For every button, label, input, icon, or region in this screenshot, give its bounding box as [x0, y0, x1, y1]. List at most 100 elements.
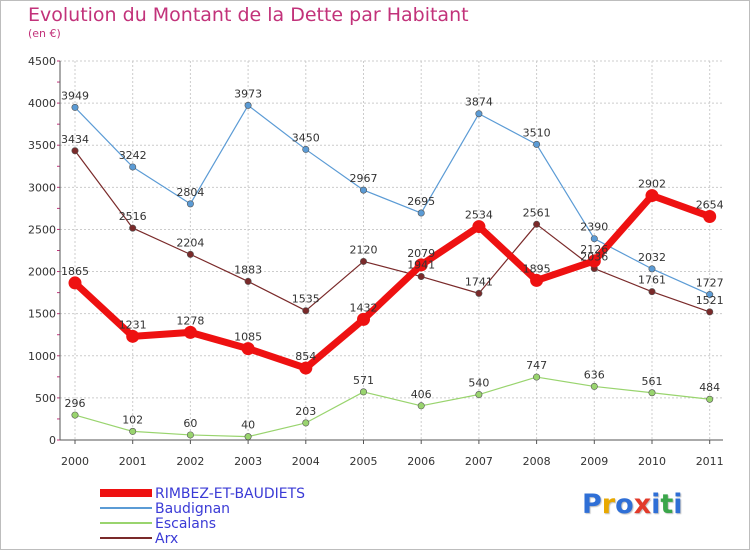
axes: 0 500 1000 1500 2000 2500 3000 3500 4000 4500 2000… [28, 55, 724, 468]
series-line-arx [74, 150, 710, 313]
point-baudignan [302, 145, 310, 153]
grid [60, 60, 723, 441]
point-escalans [417, 402, 425, 410]
point-baudignan [590, 235, 598, 243]
point-rimbez-et-baudiets [587, 254, 601, 268]
data-label-arx: 1941 [407, 259, 435, 272]
y-tick-label: 0 [49, 434, 56, 447]
data-label-escalans: 571 [353, 374, 374, 387]
proxiti-logo: Proxiti [582, 489, 683, 520]
point-rimbez-et-baudiets [703, 209, 717, 223]
data-label-baudignan: 3242 [119, 149, 147, 162]
point-arx [359, 257, 367, 265]
data-label-rimbez-et-baudiets: 2534 [465, 209, 493, 222]
point-arx [244, 277, 252, 285]
point-rimbez-et-baudiets [645, 189, 659, 203]
legend-label-arx: Arx [155, 531, 178, 547]
point-rimbez-et-baudiets [126, 329, 140, 343]
data-label-baudignan: 2967 [350, 172, 378, 185]
data-label-escalans: 540 [468, 377, 489, 390]
data-label-escalans: 406 [411, 388, 432, 401]
x-tick-label: 2000 [61, 455, 89, 468]
point-escalans [129, 427, 137, 435]
data-label-arx: 1741 [465, 275, 493, 288]
y-tick-label: 4000 [28, 97, 56, 110]
data-label-rimbez-et-baudiets: 1895 [523, 262, 551, 275]
chart-title: Evolution du Montant de la Dette par Hab… [28, 4, 469, 26]
logo-letter: i [651, 489, 661, 520]
data-label-escalans: 296 [65, 397, 86, 410]
data-label-rimbez-et-baudiets: 854 [295, 350, 316, 363]
point-arx [648, 288, 656, 296]
point-baudignan [186, 200, 194, 208]
logo-letter: i [673, 489, 683, 520]
y-tick-label: 2000 [28, 266, 56, 279]
data-label-arx: 1883 [234, 263, 262, 276]
point-baudignan [648, 265, 656, 273]
point-escalans [71, 411, 79, 419]
point-baudignan [417, 209, 425, 217]
data-label-baudignan: 2695 [407, 195, 435, 208]
logo-letter: o [615, 489, 634, 520]
point-baudignan [359, 186, 367, 194]
point-escalans [302, 419, 310, 427]
series-lines [68, 101, 717, 441]
x-tick-label: 2002 [176, 455, 204, 468]
point-rimbez-et-baudiets [530, 273, 544, 287]
y-tick-label: 1500 [28, 308, 56, 321]
y-tick-label: 2500 [28, 223, 56, 236]
point-escalans [186, 431, 194, 439]
point-arx [706, 308, 714, 316]
logo-letter: t [660, 489, 674, 520]
data-label-rimbez-et-baudiets: 2654 [696, 198, 724, 211]
point-rimbez-et-baudiets [299, 361, 313, 375]
data-label-escalans: 561 [642, 375, 663, 388]
data-label-baudignan: 2390 [580, 221, 608, 234]
data-label-escalans: 102 [122, 413, 143, 426]
data-label-escalans: 484 [699, 381, 720, 394]
data-label-baudignan: 2032 [638, 251, 666, 264]
data-label-arx: 1535 [292, 293, 320, 306]
data-label-baudignan: 3973 [234, 87, 262, 100]
chart-subtitle: (en €) [28, 27, 61, 40]
data-label-rimbez-et-baudiets: 2902 [638, 178, 666, 191]
point-escalans [475, 391, 483, 399]
data-label-baudignan: 1727 [696, 277, 724, 290]
point-escalans [533, 373, 541, 381]
point-rimbez-et-baudiets [357, 312, 370, 326]
point-arx [475, 289, 483, 297]
y-tick-label: 3500 [28, 139, 56, 152]
data-labels: 3949 3242 2804 3973 3450 2967 2695 3874 3510 2390… [61, 87, 724, 431]
data-label-arx: 2120 [350, 243, 378, 256]
logo-letter: r [601, 489, 616, 520]
x-tick-label: 2003 [234, 455, 262, 468]
data-label-arx: 2516 [119, 210, 147, 223]
point-arx [186, 250, 194, 258]
point-baudignan [244, 101, 252, 109]
x-tick-label: 2004 [292, 455, 320, 468]
y-tick-label: 3000 [28, 181, 56, 194]
data-label-arx: 2036 [580, 251, 608, 264]
legend-label-escalans: Escalans [155, 516, 216, 532]
x-tick-label: 2008 [523, 455, 551, 468]
point-arx [302, 307, 310, 315]
point-baudignan [706, 291, 714, 299]
data-label-arx: 2204 [176, 236, 204, 249]
series-line-baudignan [74, 104, 710, 296]
x-tick-label: 2006 [407, 455, 435, 468]
series-line-rimbez-et-baudiets [72, 192, 711, 372]
y-tick-label: 500 [35, 392, 56, 405]
data-label-arx: 2561 [523, 206, 551, 219]
data-label-arx: 3434 [61, 133, 89, 146]
logo-letter: P [582, 489, 602, 520]
data-label-baudignan: 3450 [292, 131, 320, 144]
data-label-rimbez-et-baudiets: 2126 [580, 243, 608, 256]
data-label-rimbez-et-baudiets: 1231 [119, 318, 147, 331]
point-arx [417, 273, 425, 281]
data-label-escalans: 60 [183, 417, 197, 430]
logo-letter: x [633, 489, 652, 520]
data-label-rimbez-et-baudiets: 1865 [61, 265, 89, 278]
